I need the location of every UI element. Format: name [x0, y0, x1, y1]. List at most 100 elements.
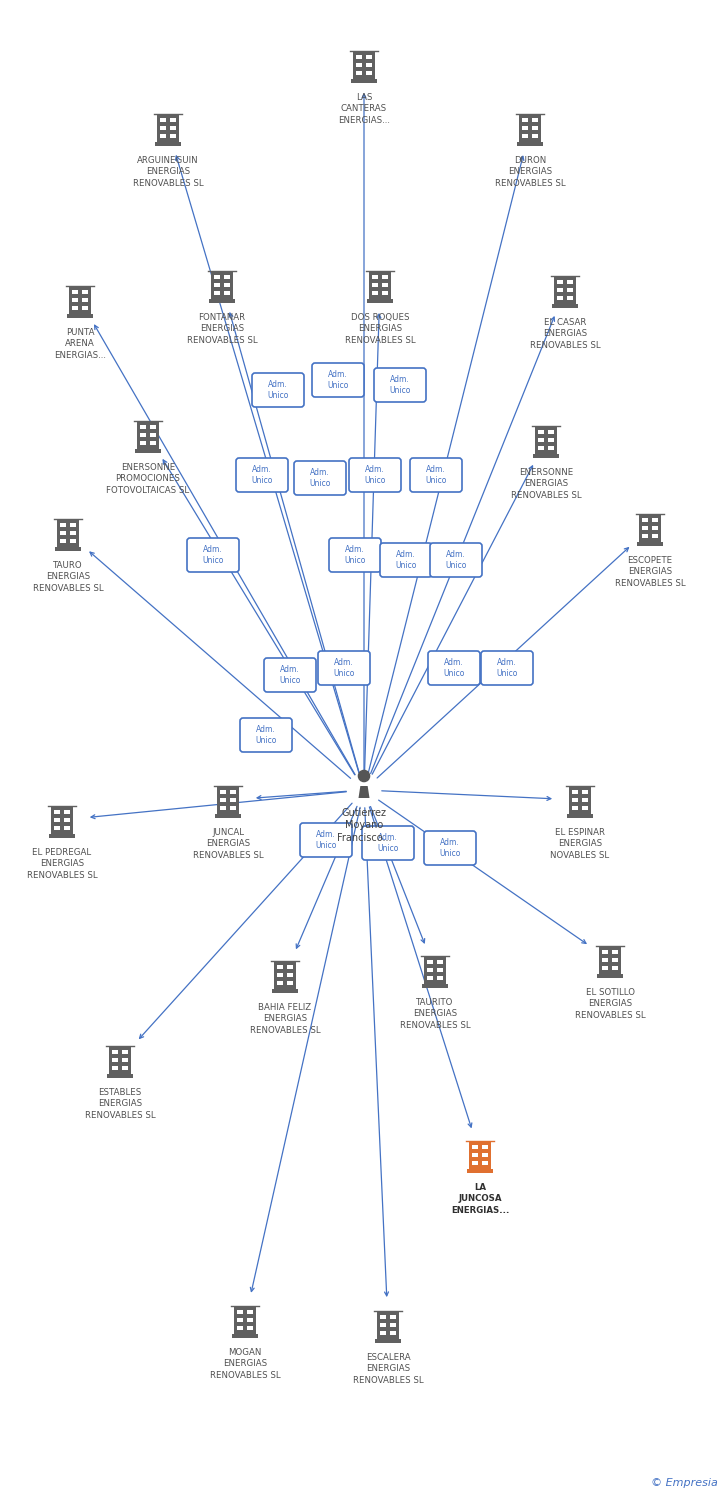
FancyBboxPatch shape — [236, 458, 288, 492]
FancyBboxPatch shape — [612, 950, 617, 954]
FancyBboxPatch shape — [277, 974, 283, 976]
FancyBboxPatch shape — [224, 284, 229, 286]
FancyBboxPatch shape — [170, 126, 175, 130]
FancyBboxPatch shape — [572, 790, 578, 794]
FancyBboxPatch shape — [49, 834, 75, 837]
FancyBboxPatch shape — [82, 290, 87, 294]
FancyBboxPatch shape — [221, 790, 226, 794]
FancyBboxPatch shape — [567, 815, 593, 818]
FancyBboxPatch shape — [602, 966, 608, 970]
FancyBboxPatch shape — [237, 1310, 243, 1314]
FancyBboxPatch shape — [274, 960, 296, 990]
FancyBboxPatch shape — [572, 806, 578, 810]
FancyBboxPatch shape — [533, 454, 559, 458]
Text: EL PEDREGAL
ENERGIAS
RENOVABLES SL: EL PEDREGAL ENERGIAS RENOVABLES SL — [27, 847, 98, 880]
FancyBboxPatch shape — [517, 142, 543, 146]
Text: JUNCAL
ENERGIAS
RENOVABLES SL: JUNCAL ENERGIAS RENOVABLES SL — [193, 828, 264, 860]
FancyBboxPatch shape — [539, 446, 544, 450]
FancyBboxPatch shape — [55, 827, 60, 830]
FancyBboxPatch shape — [437, 976, 443, 980]
FancyBboxPatch shape — [137, 420, 159, 450]
FancyBboxPatch shape — [519, 114, 541, 142]
FancyBboxPatch shape — [122, 1058, 127, 1062]
FancyBboxPatch shape — [523, 118, 528, 122]
FancyBboxPatch shape — [247, 1326, 253, 1330]
FancyBboxPatch shape — [329, 538, 381, 572]
FancyBboxPatch shape — [652, 534, 657, 538]
FancyBboxPatch shape — [224, 291, 229, 296]
FancyBboxPatch shape — [558, 288, 563, 292]
FancyBboxPatch shape — [64, 818, 70, 822]
FancyBboxPatch shape — [252, 374, 304, 406]
FancyBboxPatch shape — [109, 1046, 131, 1074]
FancyBboxPatch shape — [300, 824, 352, 856]
FancyBboxPatch shape — [357, 63, 362, 68]
Text: Gutierrez
Moyano
Francisco...: Gutierrez Moyano Francisco... — [337, 808, 391, 843]
Text: Adm.
Unico: Adm. Unico — [251, 465, 273, 484]
FancyBboxPatch shape — [548, 438, 553, 442]
FancyBboxPatch shape — [215, 291, 220, 296]
FancyBboxPatch shape — [141, 433, 146, 436]
FancyBboxPatch shape — [155, 142, 181, 146]
FancyBboxPatch shape — [373, 274, 378, 279]
FancyBboxPatch shape — [150, 424, 156, 429]
Text: © Empresia: © Empresia — [651, 1478, 718, 1488]
FancyBboxPatch shape — [150, 441, 156, 446]
Text: MOGAN
ENERGIAS
RENOVABLES SL: MOGAN ENERGIAS RENOVABLES SL — [210, 1348, 280, 1380]
Text: Adm.
Unico: Adm. Unico — [256, 724, 277, 746]
FancyBboxPatch shape — [428, 651, 480, 686]
Text: Adm.
Unico: Adm. Unico — [389, 375, 411, 394]
Text: Adm.
Unico: Adm. Unico — [496, 658, 518, 678]
FancyBboxPatch shape — [272, 990, 298, 993]
Text: Adm.
Unico: Adm. Unico — [443, 658, 464, 678]
FancyBboxPatch shape — [221, 798, 226, 802]
FancyBboxPatch shape — [287, 981, 293, 986]
FancyBboxPatch shape — [422, 984, 448, 987]
FancyBboxPatch shape — [380, 543, 432, 578]
FancyBboxPatch shape — [82, 298, 87, 302]
FancyBboxPatch shape — [369, 270, 391, 300]
FancyBboxPatch shape — [427, 960, 433, 964]
FancyBboxPatch shape — [482, 1144, 488, 1149]
FancyBboxPatch shape — [230, 806, 236, 810]
Text: LAS
CANTERAS
ENERGIAS...: LAS CANTERAS ENERGIAS... — [338, 93, 390, 124]
FancyBboxPatch shape — [112, 1066, 118, 1070]
FancyBboxPatch shape — [349, 458, 401, 492]
FancyBboxPatch shape — [597, 975, 623, 978]
FancyBboxPatch shape — [287, 964, 293, 969]
FancyBboxPatch shape — [230, 798, 236, 802]
FancyBboxPatch shape — [427, 976, 433, 980]
FancyBboxPatch shape — [237, 1326, 243, 1330]
FancyBboxPatch shape — [362, 827, 414, 860]
FancyBboxPatch shape — [60, 531, 66, 536]
FancyBboxPatch shape — [582, 806, 587, 810]
Text: EL SOTILLO
ENERGIAS
RENOVABLES SL: EL SOTILLO ENERGIAS RENOVABLES SL — [574, 988, 645, 1020]
FancyBboxPatch shape — [264, 658, 316, 692]
FancyBboxPatch shape — [232, 1335, 258, 1338]
FancyBboxPatch shape — [67, 315, 93, 318]
FancyBboxPatch shape — [366, 63, 371, 68]
FancyBboxPatch shape — [224, 274, 229, 279]
FancyBboxPatch shape — [582, 798, 587, 802]
Text: Adm.
Unico: Adm. Unico — [202, 544, 223, 566]
Text: PUNTA
ARENA
ENERGIAS...: PUNTA ARENA ENERGIAS... — [54, 328, 106, 360]
FancyBboxPatch shape — [532, 118, 537, 122]
FancyBboxPatch shape — [469, 1140, 491, 1170]
Text: FONTANAR
ENERGIAS
RENOVABLES SL: FONTANAR ENERGIAS RENOVABLES SL — [186, 314, 257, 345]
Text: Adm.
Unico: Adm. Unico — [328, 370, 349, 390]
FancyBboxPatch shape — [532, 134, 537, 138]
Text: Adm.
Unico: Adm. Unico — [425, 465, 447, 484]
FancyBboxPatch shape — [569, 786, 591, 814]
FancyBboxPatch shape — [382, 291, 387, 296]
FancyBboxPatch shape — [170, 118, 175, 122]
FancyBboxPatch shape — [70, 531, 76, 536]
FancyBboxPatch shape — [642, 526, 648, 530]
FancyBboxPatch shape — [558, 296, 563, 300]
Text: Adm.
Unico: Adm. Unico — [309, 468, 331, 488]
Text: TAURO
ENERGIAS
RENOVABLES SL: TAURO ENERGIAS RENOVABLES SL — [33, 561, 103, 592]
FancyBboxPatch shape — [122, 1066, 127, 1070]
FancyBboxPatch shape — [558, 280, 563, 284]
FancyBboxPatch shape — [427, 968, 433, 972]
FancyBboxPatch shape — [312, 363, 364, 398]
FancyBboxPatch shape — [247, 1318, 253, 1322]
